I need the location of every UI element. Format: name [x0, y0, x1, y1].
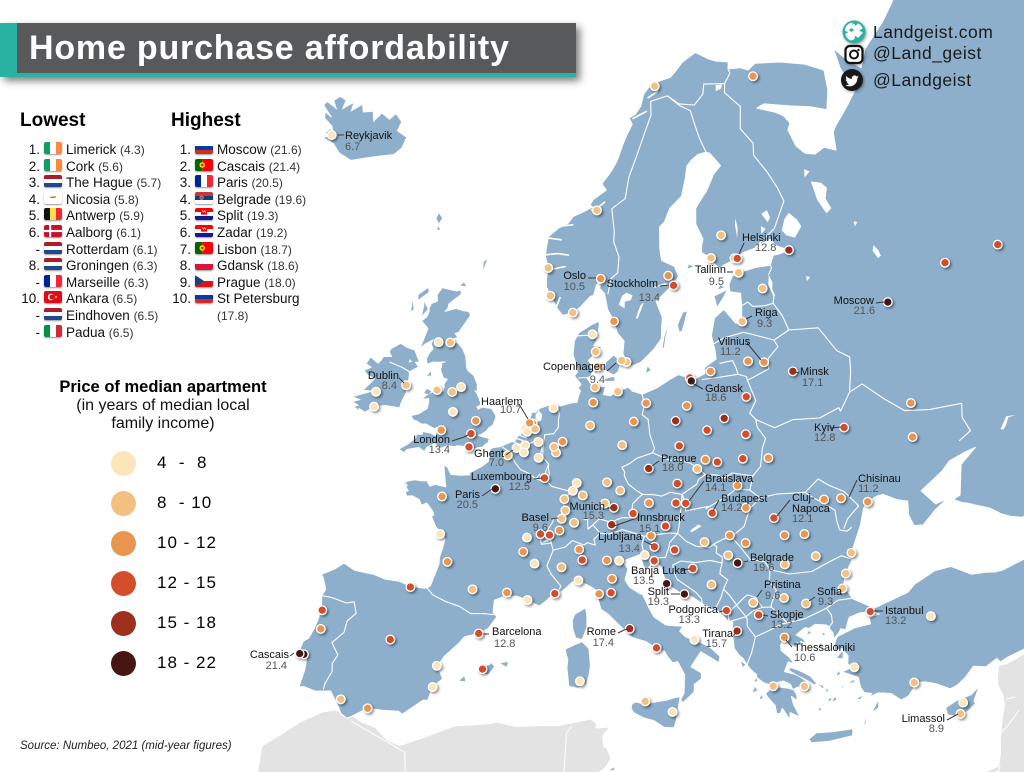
svg-text:Dublin: Dublin — [368, 370, 399, 382]
svg-text:17.4: 17.4 — [593, 637, 614, 649]
svg-text:19.6: 19.6 — [753, 562, 774, 574]
svg-text:21.4: 21.4 — [266, 660, 287, 672]
svg-text:9.6: 9.6 — [765, 590, 780, 602]
svg-text:Haarlem: Haarlem — [481, 396, 523, 408]
svg-text:Copenhagen: Copenhagen — [543, 361, 606, 373]
svg-text:Paris: Paris — [455, 489, 481, 501]
svg-text:Reykjavik: Reykjavik — [345, 130, 393, 142]
svg-text:Sofia: Sofia — [817, 586, 843, 598]
svg-text:Belgrade: Belgrade — [750, 552, 794, 564]
svg-text:12.8: 12.8 — [755, 242, 776, 254]
svg-text:Skopje: Skopje — [770, 609, 804, 621]
svg-text:13.4: 13.4 — [639, 292, 660, 304]
svg-text:Luxembourg: Luxembourg — [471, 471, 532, 483]
svg-text:21.6: 21.6 — [854, 305, 875, 317]
svg-text:Cluj-: Cluj- — [792, 492, 815, 504]
svg-text:13.2: 13.2 — [771, 619, 792, 631]
svg-text:10.6: 10.6 — [794, 652, 815, 664]
svg-text:Kyiv: Kyiv — [814, 422, 835, 434]
svg-text:Tallinn: Tallinn — [695, 264, 726, 276]
svg-text:13.4: 13.4 — [619, 543, 640, 555]
svg-text:9.3: 9.3 — [818, 596, 833, 608]
svg-text:London: London — [413, 434, 450, 446]
svg-text:Budapest: Budapest — [721, 493, 767, 505]
svg-text:Rome: Rome — [587, 626, 616, 638]
svg-text:9.3: 9.3 — [757, 318, 772, 330]
svg-text:Limassol: Limassol — [902, 713, 945, 725]
svg-text:18.0: 18.0 — [662, 462, 683, 474]
svg-text:Munich: Munich — [570, 501, 605, 513]
svg-text:14.2: 14.2 — [721, 502, 742, 514]
svg-text:Barcelona: Barcelona — [492, 626, 542, 638]
svg-text:13.3: 13.3 — [679, 614, 700, 626]
svg-text:Riga: Riga — [755, 307, 779, 319]
svg-text:11.2: 11.2 — [720, 346, 741, 358]
svg-text:6.7: 6.7 — [345, 141, 360, 153]
svg-text:13.2: 13.2 — [885, 615, 906, 627]
svg-text:10.7: 10.7 — [500, 404, 521, 416]
svg-text:15.3: 15.3 — [583, 510, 604, 522]
svg-text:Istanbul: Istanbul — [885, 605, 924, 617]
svg-text:Chisinau: Chisinau — [858, 473, 901, 485]
svg-text:Gdansk: Gdansk — [705, 383, 743, 395]
svg-text:10.5: 10.5 — [564, 281, 585, 293]
svg-text:Innsbruck: Innsbruck — [637, 512, 685, 524]
svg-text:11.2: 11.2 — [858, 483, 879, 495]
svg-text:7.0: 7.0 — [489, 457, 504, 469]
svg-text:Minsk: Minsk — [800, 366, 829, 378]
svg-text:20.5: 20.5 — [457, 499, 478, 511]
svg-text:9.4: 9.4 — [590, 374, 605, 386]
svg-text:12.5: 12.5 — [509, 481, 530, 493]
svg-text:19.3: 19.3 — [648, 596, 669, 608]
svg-text:Stockholm: Stockholm — [607, 278, 658, 290]
svg-text:15.1: 15.1 — [639, 523, 660, 535]
svg-text:Pristina: Pristina — [764, 579, 802, 591]
svg-text:18.6: 18.6 — [705, 392, 726, 404]
svg-text:Moscow: Moscow — [834, 295, 874, 307]
svg-text:8.9: 8.9 — [929, 723, 944, 735]
svg-text:Cascais: Cascais — [250, 649, 290, 661]
svg-text:Podgorica: Podgorica — [668, 604, 718, 616]
svg-text:12.8: 12.8 — [494, 638, 515, 650]
svg-text:Tirana: Tirana — [702, 628, 734, 640]
svg-text:9.5: 9.5 — [709, 276, 724, 288]
svg-text:9.6: 9.6 — [533, 522, 548, 534]
svg-text:8.4: 8.4 — [382, 380, 397, 392]
svg-text:Oslo: Oslo — [563, 270, 586, 282]
svg-text:Basel: Basel — [521, 512, 549, 524]
svg-text:14.1: 14.1 — [705, 482, 726, 494]
svg-text:12.8: 12.8 — [814, 432, 835, 444]
svg-text:12.1: 12.1 — [792, 513, 813, 525]
svg-text:Helsinki: Helsinki — [742, 232, 781, 244]
svg-text:13.5: 13.5 — [633, 575, 654, 587]
svg-text:Vilnius: Vilnius — [718, 336, 751, 348]
svg-text:Prague: Prague — [661, 453, 696, 465]
svg-text:Thessaloniki: Thessaloniki — [794, 642, 855, 654]
svg-text:Bratislava: Bratislava — [705, 473, 754, 485]
svg-text:Ljubljana: Ljubljana — [598, 531, 643, 543]
svg-text:15.7: 15.7 — [706, 638, 727, 650]
svg-text:13.4: 13.4 — [429, 444, 450, 456]
svg-text:Napoca: Napoca — [792, 503, 831, 515]
svg-text:Ghent: Ghent — [474, 448, 504, 460]
svg-text:17.1: 17.1 — [802, 377, 823, 389]
svg-text:Split: Split — [648, 586, 669, 598]
svg-text:Banja Luka: Banja Luka — [631, 565, 687, 577]
